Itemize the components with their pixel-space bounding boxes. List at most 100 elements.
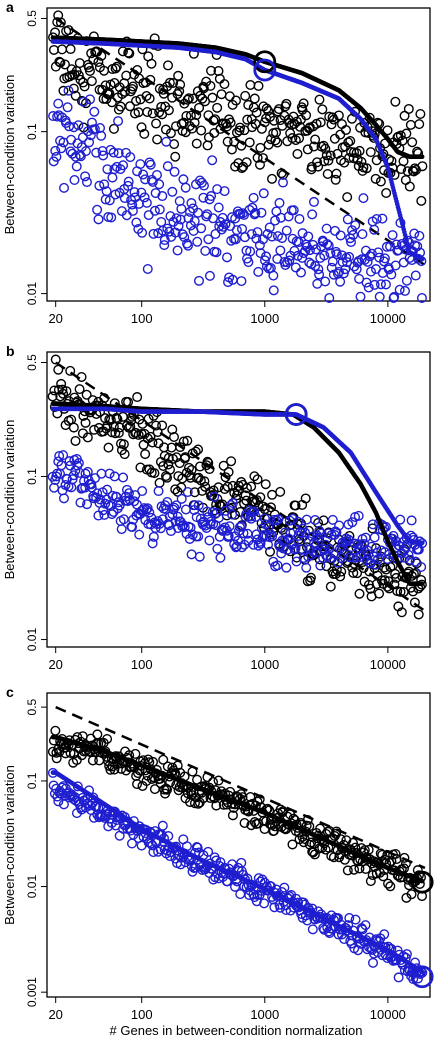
curve-point-black: [420, 879, 425, 884]
scatter-point-blue: [401, 287, 410, 296]
x-tick-label: 20: [48, 311, 62, 326]
y-tick-label: 0.1: [25, 772, 39, 789]
scatter-point-blue: [154, 487, 163, 496]
scatter-point-black: [192, 139, 201, 148]
scatter-point-black: [191, 447, 200, 456]
scatter-point-black: [402, 176, 411, 185]
scatter-point-black: [227, 457, 236, 466]
scatter-point-black: [367, 877, 376, 886]
scatter-point-black: [399, 157, 408, 166]
y-tick-label: 0.1: [25, 468, 39, 485]
scatter-point-blue: [93, 205, 102, 214]
scatter-point-blue: [213, 544, 222, 553]
scatter-point-black: [171, 152, 180, 161]
scatter-point-blue: [206, 272, 215, 281]
scatter-point-blue: [309, 925, 318, 934]
scatter-point-blue: [64, 86, 73, 95]
y-tick-label: 0.5: [25, 698, 39, 715]
y-tick-label: 0.001: [25, 977, 39, 1007]
scatter-point-black: [70, 423, 79, 432]
x-tick-label: 1000: [250, 311, 279, 326]
scatter-point-black: [213, 104, 222, 113]
scatter-point-blue: [114, 117, 123, 126]
scatter-point-black: [261, 480, 270, 489]
scatter-point-black: [66, 45, 75, 54]
x-tick-label: 1000: [250, 1007, 279, 1022]
scatter-point-black: [268, 490, 277, 499]
scatter-point-blue: [214, 203, 223, 212]
scatter-point-black: [51, 726, 60, 735]
scatter-point-blue: [108, 173, 117, 182]
x-tick-label: 10000: [370, 311, 406, 326]
scatter-point-black: [208, 93, 217, 102]
scatter-point-blue: [67, 135, 76, 144]
scatter-point-black: [203, 141, 212, 150]
scatter-point-black: [418, 162, 427, 171]
scatter-point-blue: [254, 268, 263, 277]
scatter-point-blue: [399, 258, 408, 267]
scatter-point-black: [371, 175, 380, 184]
scatter-point-black: [174, 71, 183, 80]
x-tick-label: 1000: [250, 657, 279, 672]
x-tick-label: 100: [131, 657, 153, 672]
scatter-point-blue: [249, 194, 258, 203]
scatter-point-black: [293, 150, 302, 159]
scatter-point-blue: [195, 552, 204, 561]
scatter-point-black: [152, 119, 161, 128]
scatter-point-blue: [162, 137, 171, 146]
scatter-point-blue: [410, 229, 419, 238]
scatter-point-blue: [275, 199, 284, 208]
scatter-point-black: [93, 730, 102, 739]
scatter-point-black: [366, 148, 375, 157]
scatter-point-black: [405, 105, 414, 114]
scatter-point-blue: [201, 247, 210, 256]
scatter-point-blue: [322, 224, 331, 233]
scatter-point-black: [164, 61, 173, 70]
scatter-point-blue: [276, 246, 285, 255]
scatter-point-blue: [90, 107, 99, 116]
scatter-point-blue: [159, 821, 168, 830]
scatter-point-blue: [308, 210, 317, 219]
y-tick-label: 0.01: [25, 628, 39, 652]
scatter-point-black: [217, 90, 226, 99]
scatter-point-blue: [302, 563, 311, 572]
scatter-point-blue: [105, 469, 114, 478]
scatter-point-black: [375, 589, 384, 598]
scatter-point-blue: [54, 99, 63, 108]
scatter-point-blue: [136, 160, 145, 169]
scatter-point-black: [88, 77, 97, 86]
scatter-point-blue: [359, 194, 368, 203]
scatter-point-black: [391, 97, 400, 106]
panel-b-label: b: [6, 343, 15, 359]
scatter-point-black: [75, 59, 84, 68]
scatter-point-blue: [310, 198, 319, 207]
scatter-point-blue: [143, 265, 152, 274]
scatter-point-blue: [208, 156, 217, 165]
scatter-point-blue: [205, 536, 214, 545]
scatter-point-black: [153, 135, 162, 144]
scatter-point-blue: [60, 494, 69, 503]
scatter-point-blue: [72, 162, 81, 171]
x-tick-label: 100: [131, 1007, 153, 1022]
scatter-point-blue: [83, 178, 92, 187]
scatter-point-black: [276, 488, 285, 497]
scatter-point-blue: [170, 168, 179, 177]
scatter-point-black: [147, 59, 156, 68]
curve-point-blue: [420, 541, 425, 546]
scatter-point-black: [414, 610, 423, 619]
scatter-point-blue: [223, 253, 232, 262]
scatter-point-blue: [407, 516, 416, 525]
scatter-point-black: [355, 589, 364, 598]
scatter-point-black: [254, 82, 263, 91]
scatter-point-blue: [153, 171, 162, 180]
scatter-point-blue: [259, 189, 268, 198]
scatter-point-black: [51, 28, 60, 37]
curve-point-blue: [420, 257, 425, 262]
scatter-point-black: [417, 197, 426, 206]
scatter-point-blue: [117, 525, 126, 534]
scatter-point-blue: [195, 277, 204, 286]
scatter-point-black: [225, 92, 234, 101]
scatter-point-black: [220, 80, 229, 89]
x-tick-label: 10000: [370, 657, 406, 672]
